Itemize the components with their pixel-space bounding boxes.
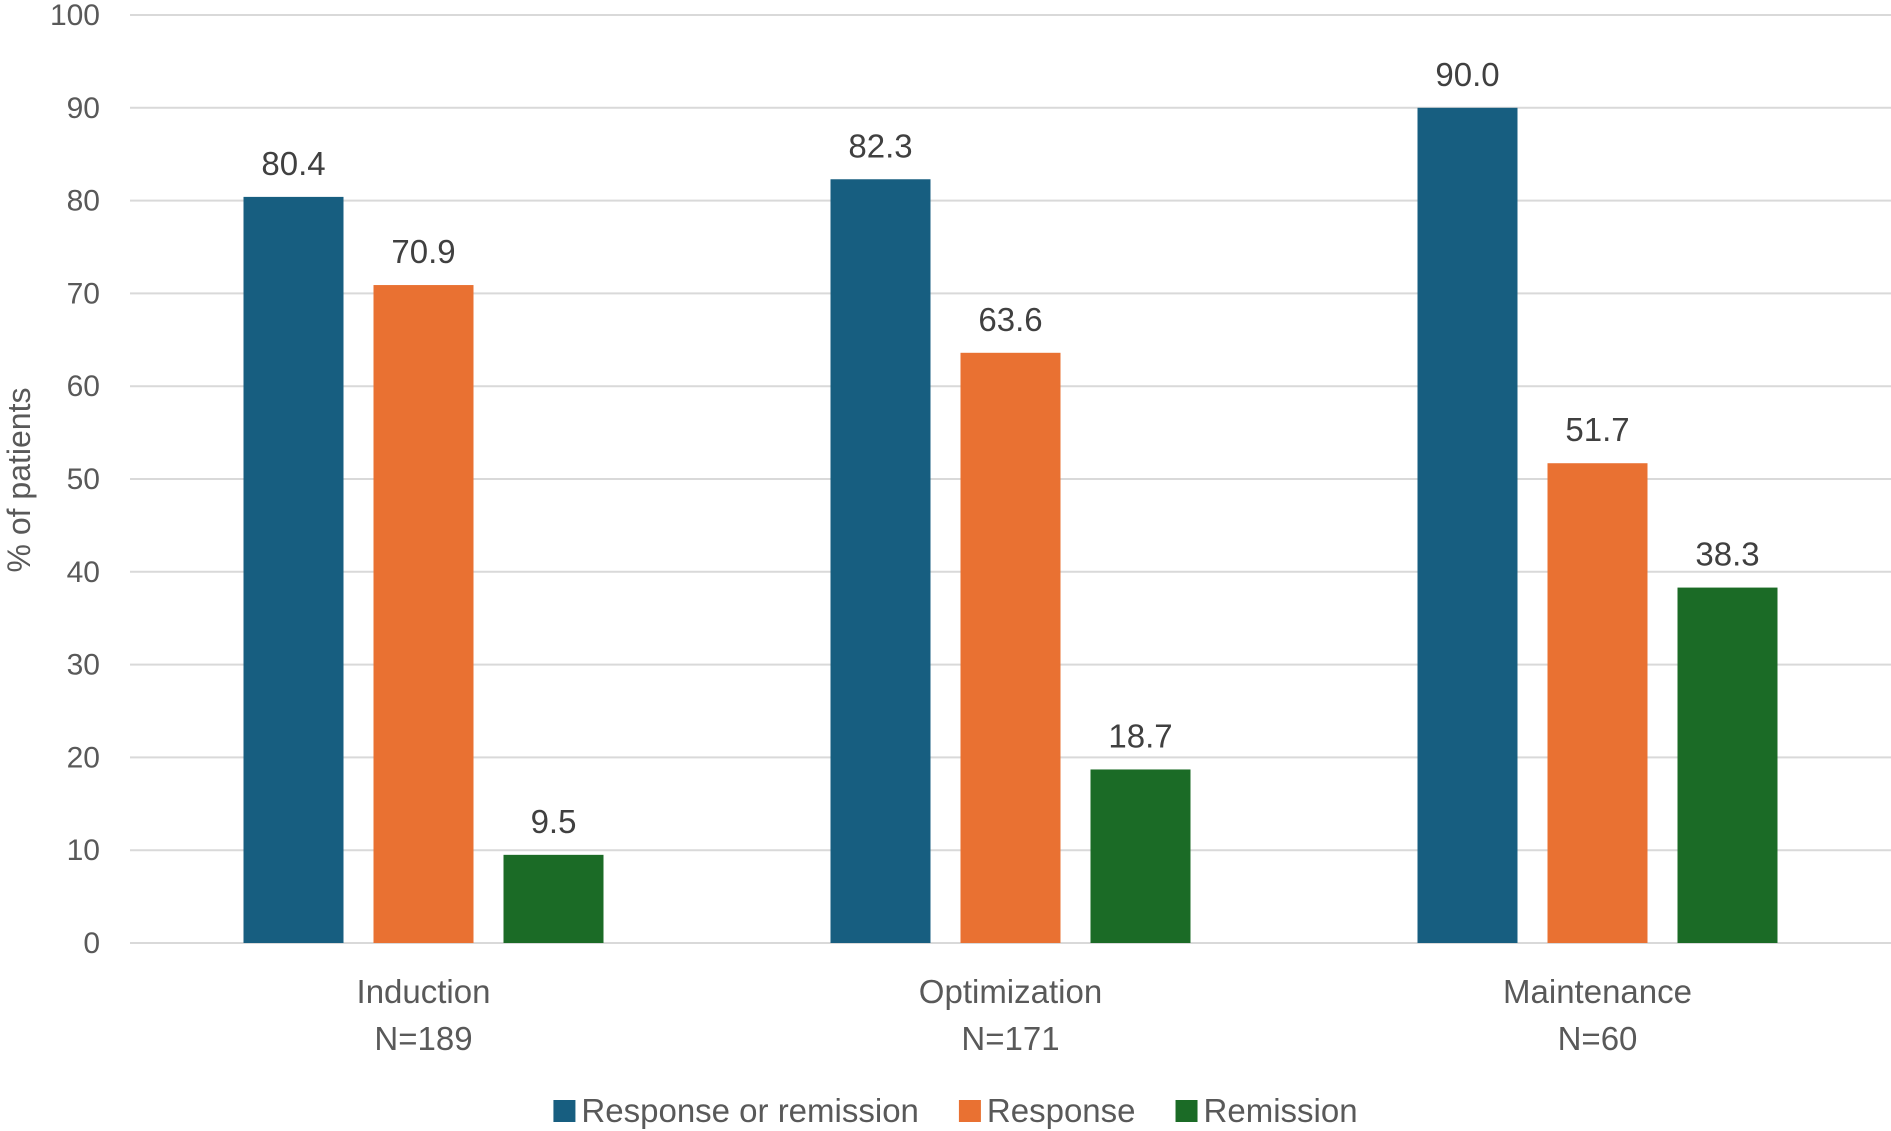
y-axis-label: % of patients <box>1 388 37 573</box>
data-labels: 80.4 70.9 9.5 82.3 63.6 18.7 90.0 51.7 38.3 <box>261 56 1759 840</box>
bar <box>1090 769 1191 943</box>
legend-swatch <box>1175 1100 1198 1122</box>
category-label: Maintenance <box>1503 973 1692 1010</box>
category-label: Induction <box>357 973 491 1010</box>
data-label: 38.3 <box>1695 536 1759 573</box>
y-tick-label: 30 <box>67 649 100 682</box>
y-tick-label: 0 <box>83 927 100 960</box>
bar <box>1677 587 1778 943</box>
y-tick-label: 50 <box>67 463 100 496</box>
y-tick-label: 40 <box>67 556 100 589</box>
y-tick-label: 90 <box>67 92 100 125</box>
y-tick-label: 60 <box>67 370 100 403</box>
bar <box>243 196 344 943</box>
data-label: 82.3 <box>848 127 912 164</box>
category-sublabel: N=60 <box>1558 1020 1638 1057</box>
data-label: 90.0 <box>1435 56 1499 93</box>
legend-item: Remission <box>1175 1092 1358 1129</box>
data-label: 18.7 <box>1108 717 1172 754</box>
category-sublabel: N=171 <box>961 1020 1059 1057</box>
data-label: 63.6 <box>978 301 1042 338</box>
bar <box>1417 107 1518 944</box>
data-label: 51.7 <box>1565 411 1629 448</box>
bar <box>503 854 604 943</box>
legend-item: Response <box>958 1092 1136 1129</box>
bar <box>960 352 1061 943</box>
legend-swatch <box>958 1100 981 1122</box>
legend-swatch <box>553 1100 576 1122</box>
category-label: Optimization <box>919 973 1102 1010</box>
data-label: 9.5 <box>531 803 577 840</box>
bar <box>1547 463 1648 943</box>
y-tick-label: 80 <box>67 185 100 218</box>
y-tick-label: 100 <box>50 0 100 32</box>
bars <box>243 107 1778 944</box>
legend-label: Response <box>987 1092 1136 1129</box>
category-labels: Induction N=189 Optimization N=171 Maintenan… <box>357 973 1692 1057</box>
data-label: 80.4 <box>261 145 325 182</box>
legend-label: Remission <box>1204 1092 1358 1129</box>
legend-label: Response or remission <box>581 1092 918 1129</box>
data-label: 70.9 <box>391 233 455 270</box>
legend-item: Response or remission <box>553 1092 919 1129</box>
y-tick-label: 70 <box>67 277 100 310</box>
bar <box>830 179 931 944</box>
category-sublabel: N=189 <box>374 1020 472 1057</box>
bar <box>373 285 474 944</box>
y-tick-label: 10 <box>67 834 100 867</box>
y-tick-label: 20 <box>67 741 100 774</box>
legend: Response or remission Response Remission <box>553 1092 1358 1129</box>
y-axis-ticks: 0 10 20 30 40 50 60 70 80 90 100 <box>50 0 100 960</box>
